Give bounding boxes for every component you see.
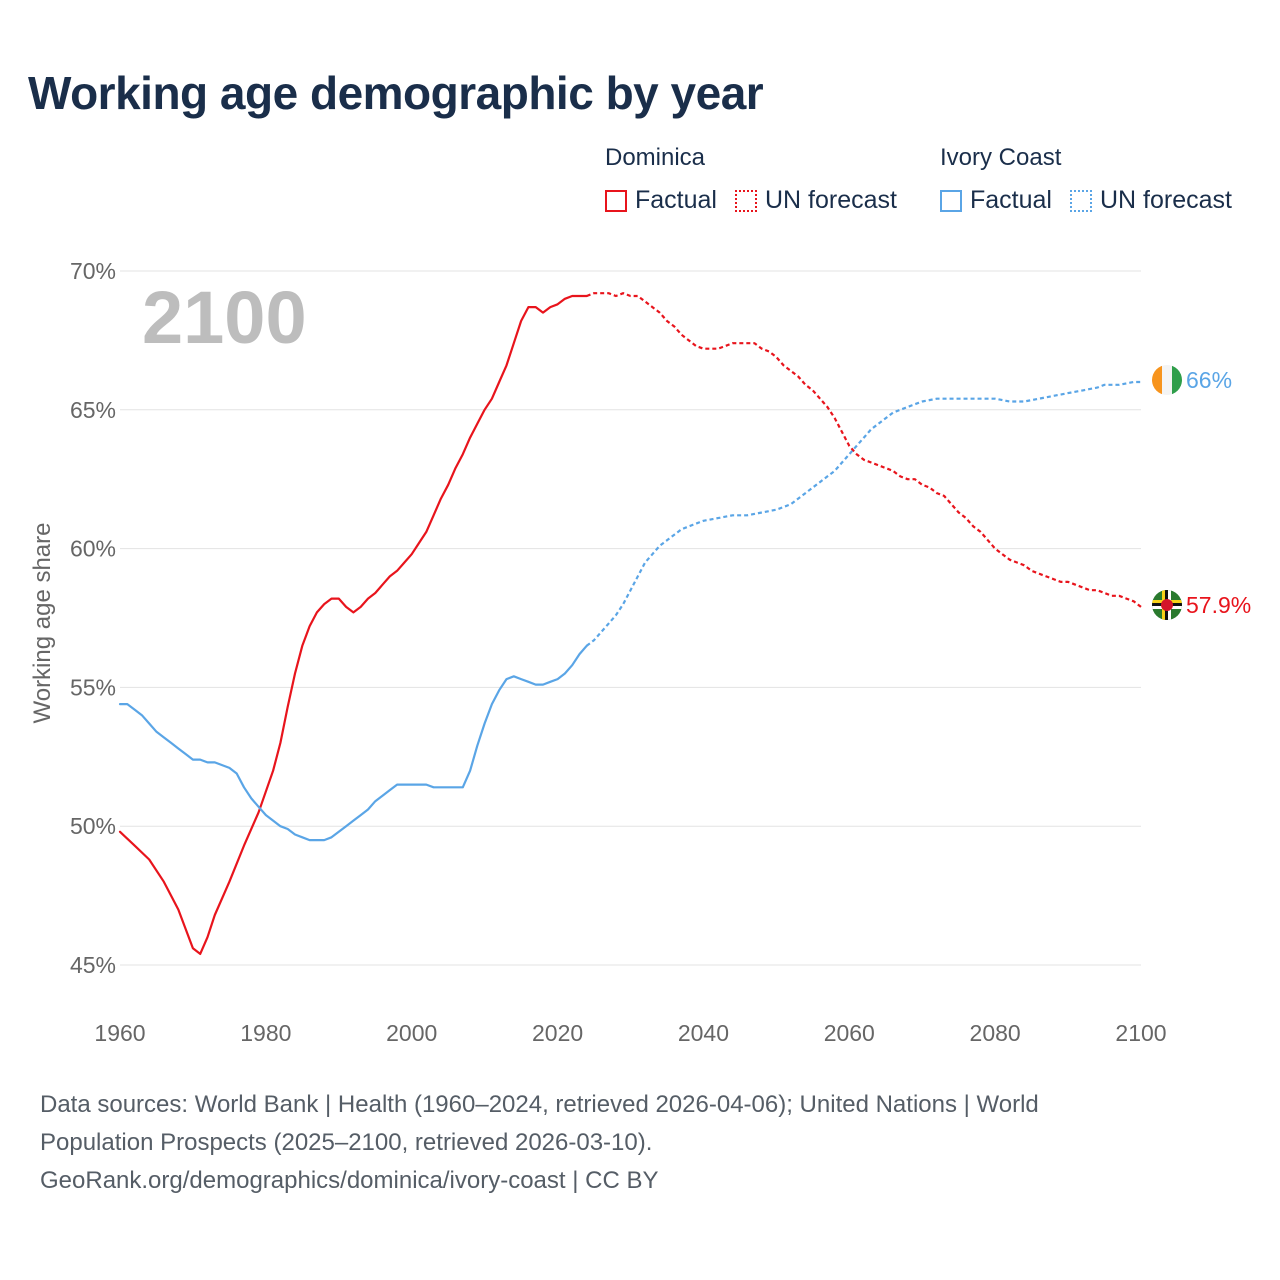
x-tick-label: 2040: [678, 1020, 729, 1046]
legend-group-name: Dominica: [605, 144, 706, 171]
legend-label: UN forecast: [764, 186, 897, 214]
series-line-ivory-coast-factual[interactable]: [118, 644, 588, 842]
y-tick-label: 70%: [70, 258, 116, 284]
grid-layer: 45% 50% 55% 60% 65% 70% 1960 1980 2000 2020 2040 20…: [70, 258, 1167, 1046]
x-tick-label: 1960: [94, 1020, 145, 1046]
footer-line: Data sources: World Bank | Health (1960–…: [40, 1091, 1039, 1118]
y-tick-label: 50%: [70, 813, 116, 839]
legend-swatch-solid: [940, 189, 962, 212]
footer-source: Data sources: World Bank | Health (1960–…: [40, 1086, 1220, 1200]
series-layer: [118, 292, 1142, 956]
footer-line: Population Prospects (2025–2100, retriev…: [40, 1129, 653, 1156]
legend-item-ivory-coast-factual[interactable]: Factual: [940, 186, 1052, 215]
y-axis-label: Working age share: [29, 523, 56, 724]
y-tick-label: 60%: [70, 536, 116, 562]
x-tick-label: 2100: [1115, 1020, 1166, 1046]
legend-group-dominica[interactable]: Dominica Factual UN forecast: [605, 144, 897, 215]
chart-title: Working age demographic by year: [28, 67, 764, 119]
series-line-dominica-factual[interactable]: [118, 294, 588, 956]
legend-swatch-solid: [605, 189, 627, 212]
legend-swatch-dotted: [734, 189, 757, 212]
series-line-ivory-coast-forecast[interactable]: [586, 380, 1141, 647]
end-label-ivory-coast: 66%: [1186, 367, 1232, 393]
legend-item-dominica-factual[interactable]: Factual: [605, 186, 717, 215]
end-marker-layer: 66% 57.9%: [1152, 365, 1251, 620]
footer-line[interactable]: GeoRank.org/demographics/dominica/ivory-…: [40, 1167, 659, 1194]
legend-item-dominica-forecast[interactable]: UN forecast: [734, 186, 897, 215]
y-tick-label: 65%: [70, 397, 116, 423]
y-tick-label: 55%: [70, 674, 116, 700]
legend-label: UN forecast: [1099, 186, 1232, 214]
legend-label: Factual: [635, 186, 717, 214]
y-tick-label: 45%: [70, 952, 116, 978]
series-line-dominica-forecast[interactable]: [586, 292, 1142, 608]
legend-swatch-dotted: [1069, 189, 1092, 212]
dominica-flag-icon: [1152, 590, 1182, 620]
x-tick-label: 2000: [386, 1020, 437, 1046]
x-tick-label: 1980: [240, 1020, 291, 1046]
ivory-coast-flag-icon: [1152, 365, 1182, 395]
legend-label: Factual: [970, 186, 1052, 214]
end-label-dominica: 57.9%: [1186, 592, 1251, 618]
x-tick-label: 2080: [970, 1020, 1021, 1046]
x-tick-label: 2020: [532, 1020, 583, 1046]
legend-group-ivory-coast[interactable]: Ivory Coast Factual UN forecast: [940, 144, 1232, 215]
legend-group-name: Ivory Coast: [940, 144, 1062, 171]
legend-item-ivory-coast-forecast[interactable]: UN forecast: [1069, 186, 1232, 215]
line-chart: 45% 50% 55% 60% 65% 70% 1960 1980 2000 2020 2040 20…: [29, 258, 1251, 1046]
x-tick-label: 2060: [824, 1020, 875, 1046]
year-watermark: 2100: [142, 276, 307, 359]
